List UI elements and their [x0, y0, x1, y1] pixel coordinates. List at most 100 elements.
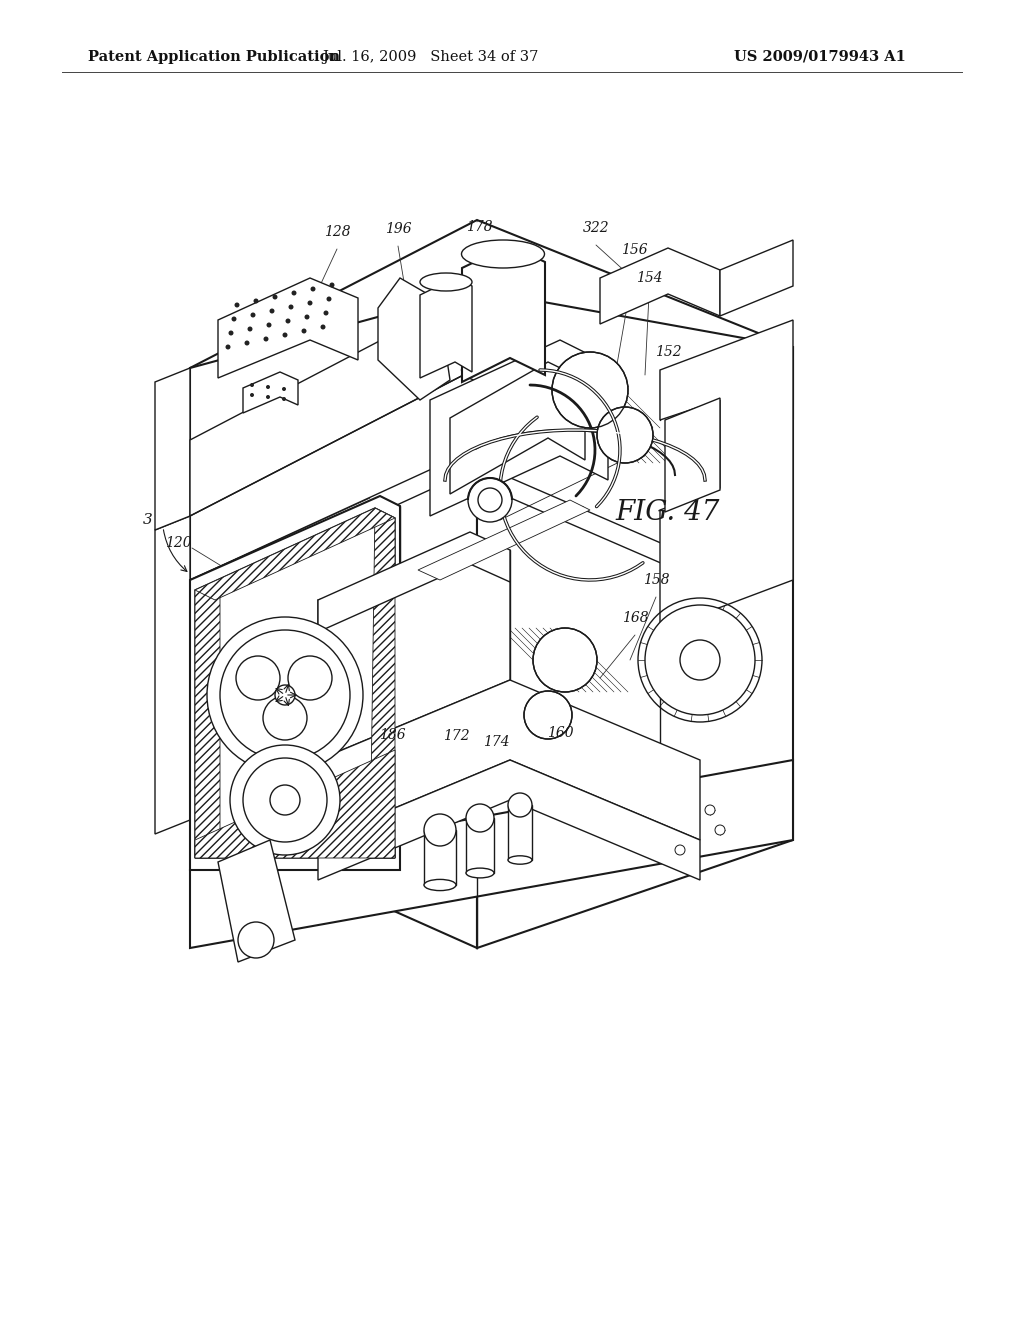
Circle shape [292, 290, 297, 296]
Polygon shape [420, 279, 472, 378]
Circle shape [552, 352, 628, 428]
Polygon shape [190, 290, 477, 948]
Circle shape [424, 814, 456, 846]
Polygon shape [720, 240, 793, 315]
Circle shape [243, 758, 327, 842]
Circle shape [524, 690, 572, 739]
Circle shape [270, 785, 300, 814]
Circle shape [251, 313, 256, 318]
Text: 186: 186 [379, 729, 406, 742]
Circle shape [250, 383, 254, 387]
Circle shape [508, 793, 532, 817]
Circle shape [272, 294, 278, 300]
Circle shape [266, 395, 270, 399]
Circle shape [282, 387, 286, 391]
Circle shape [466, 804, 494, 832]
Circle shape [680, 640, 720, 680]
Circle shape [288, 656, 332, 700]
Text: 156: 156 [621, 243, 647, 257]
Circle shape [228, 330, 233, 335]
Circle shape [478, 488, 502, 512]
Polygon shape [195, 750, 395, 858]
Text: 152: 152 [654, 345, 681, 359]
Polygon shape [477, 290, 793, 948]
Circle shape [220, 630, 350, 760]
Circle shape [304, 314, 309, 319]
Circle shape [283, 333, 288, 338]
Ellipse shape [462, 356, 545, 384]
Circle shape [250, 393, 254, 397]
Polygon shape [424, 830, 456, 884]
Circle shape [330, 282, 335, 288]
Circle shape [238, 921, 274, 958]
Text: 178: 178 [466, 220, 493, 234]
Polygon shape [318, 550, 510, 760]
Circle shape [324, 310, 329, 315]
Circle shape [468, 478, 512, 521]
Circle shape [266, 385, 270, 389]
Polygon shape [660, 319, 793, 630]
Text: 168: 168 [622, 611, 648, 624]
Text: FIG. 47: FIG. 47 [615, 499, 720, 525]
Circle shape [225, 345, 230, 350]
Circle shape [282, 397, 286, 401]
Circle shape [310, 286, 315, 292]
Circle shape [245, 341, 250, 346]
Polygon shape [430, 341, 608, 516]
Text: US 2009/0179943 A1: US 2009/0179943 A1 [734, 50, 906, 63]
Polygon shape [318, 760, 700, 880]
Polygon shape [600, 248, 720, 323]
Text: 120: 120 [165, 536, 191, 550]
Circle shape [263, 696, 307, 741]
Polygon shape [155, 516, 190, 834]
Text: 158: 158 [643, 573, 670, 587]
Ellipse shape [462, 240, 545, 268]
Circle shape [236, 656, 280, 700]
Polygon shape [190, 760, 793, 948]
Circle shape [263, 337, 268, 342]
Circle shape [269, 309, 274, 314]
Ellipse shape [424, 879, 456, 891]
Polygon shape [190, 290, 477, 516]
Ellipse shape [508, 855, 532, 865]
Polygon shape [318, 532, 510, 632]
Circle shape [207, 616, 362, 774]
Circle shape [307, 301, 312, 305]
Text: 128: 128 [324, 224, 350, 239]
Polygon shape [190, 455, 700, 601]
Polygon shape [318, 680, 700, 840]
Circle shape [645, 605, 755, 715]
Circle shape [248, 326, 253, 331]
Text: 174: 174 [482, 735, 509, 748]
Circle shape [254, 298, 258, 304]
Polygon shape [665, 399, 720, 512]
Ellipse shape [420, 273, 472, 290]
Polygon shape [155, 368, 190, 531]
Circle shape [286, 318, 291, 323]
Circle shape [266, 322, 271, 327]
Polygon shape [508, 805, 532, 861]
Polygon shape [190, 496, 400, 870]
Polygon shape [218, 840, 295, 962]
Polygon shape [190, 220, 793, 440]
Polygon shape [378, 279, 450, 400]
Circle shape [327, 297, 332, 301]
Circle shape [275, 685, 295, 705]
Text: 172: 172 [442, 729, 469, 743]
Text: 3: 3 [143, 513, 153, 527]
Polygon shape [466, 818, 494, 873]
Circle shape [234, 302, 240, 308]
Text: Jul. 16, 2009   Sheet 34 of 37: Jul. 16, 2009 Sheet 34 of 37 [322, 50, 539, 63]
Polygon shape [462, 246, 545, 381]
Polygon shape [195, 508, 395, 601]
Ellipse shape [466, 869, 494, 878]
Circle shape [230, 744, 340, 855]
Text: 196: 196 [385, 222, 412, 236]
Circle shape [321, 325, 326, 330]
Text: 160: 160 [547, 726, 573, 741]
Circle shape [597, 407, 653, 463]
Text: 154: 154 [636, 271, 663, 285]
Polygon shape [195, 508, 395, 858]
Circle shape [705, 805, 715, 814]
Polygon shape [450, 362, 585, 494]
